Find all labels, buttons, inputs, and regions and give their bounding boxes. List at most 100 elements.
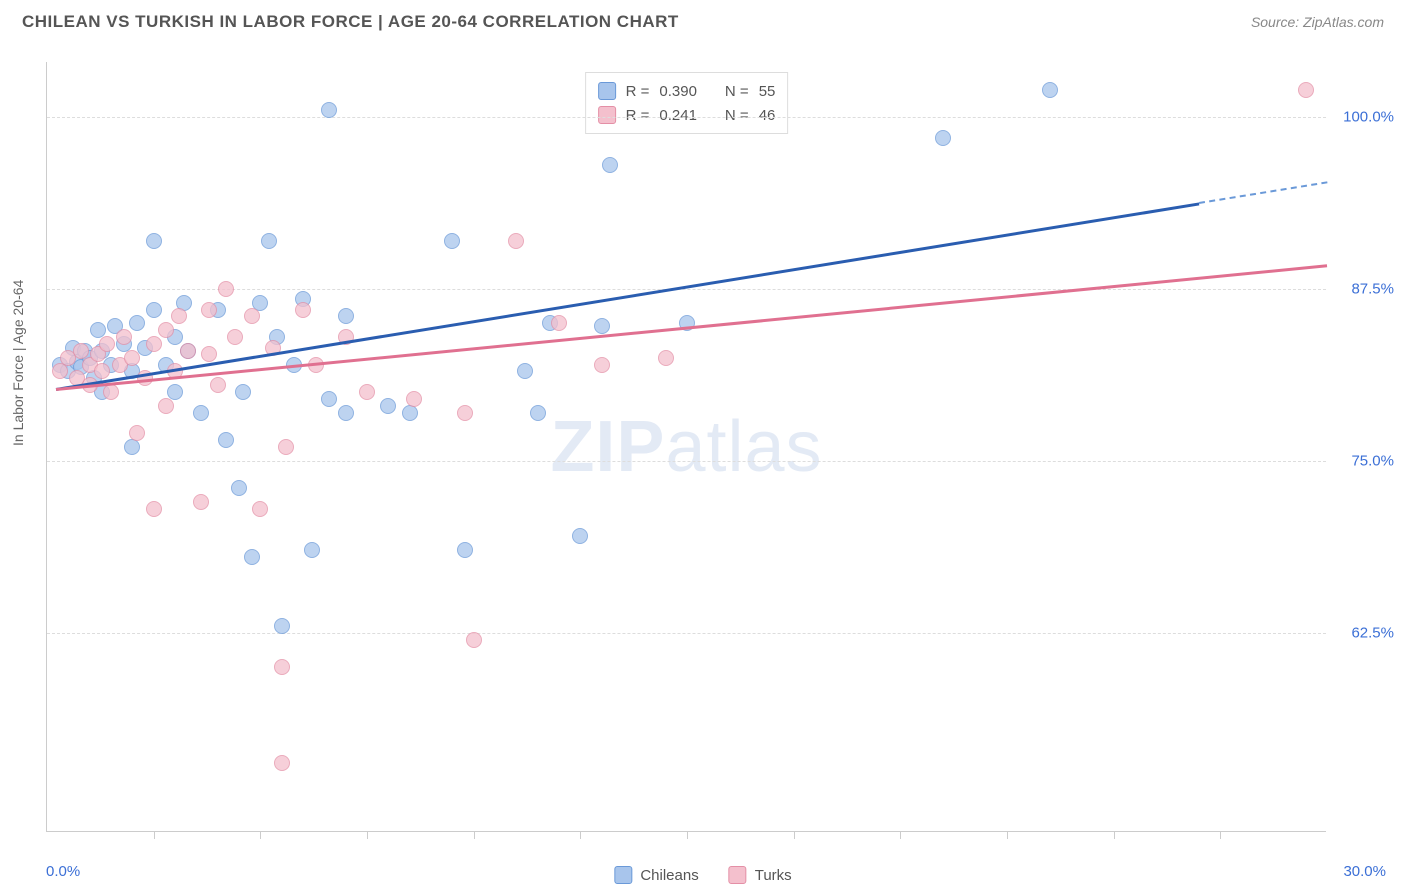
legend-series: Chileans Turks — [614, 866, 791, 884]
scatter-point-turks — [171, 308, 187, 324]
scatter-point-turks — [551, 315, 567, 331]
x-tick — [367, 831, 368, 839]
scatter-point-turks — [227, 329, 243, 345]
scatter-point-chileans — [1042, 82, 1058, 98]
y-tick-label: 100.0% — [1343, 109, 1394, 126]
legend-item-chileans: Chileans — [614, 866, 698, 884]
scatter-point-chileans — [321, 102, 337, 118]
legend-n-label: N = — [725, 83, 749, 100]
scatter-point-chileans — [304, 542, 320, 558]
gridline — [47, 633, 1326, 634]
scatter-point-chileans — [402, 405, 418, 421]
scatter-point-chileans — [457, 542, 473, 558]
y-tick-label: 75.0% — [1351, 452, 1394, 469]
scatter-point-chileans — [146, 233, 162, 249]
y-tick-label: 87.5% — [1351, 280, 1394, 297]
scatter-point-turks — [252, 501, 268, 517]
scatter-point-turks — [278, 439, 294, 455]
scatter-point-chileans — [517, 363, 533, 379]
gridline — [47, 289, 1326, 290]
trendline-turks — [55, 264, 1327, 390]
y-tick-label: 62.5% — [1351, 624, 1394, 641]
legend-r-label: R = — [626, 83, 650, 100]
legend-r-label: R = — [626, 107, 650, 124]
scatter-point-chileans — [274, 618, 290, 634]
scatter-point-chileans — [231, 480, 247, 496]
legend-n-value: 55 — [759, 83, 776, 100]
scatter-point-chileans — [244, 549, 260, 565]
scatter-point-turks — [129, 425, 145, 441]
legend-row-chileans: R = 0.390 N = 55 — [598, 79, 776, 103]
scatter-point-turks — [124, 350, 140, 366]
scatter-point-chileans — [193, 405, 209, 421]
scatter-point-turks — [158, 398, 174, 414]
x-tick-label-max: 30.0% — [1343, 863, 1386, 880]
scatter-point-chileans — [594, 318, 610, 334]
x-tick — [900, 831, 901, 839]
scatter-point-turks — [180, 343, 196, 359]
scatter-point-turks — [201, 346, 217, 362]
legend-n-label: N = — [725, 107, 749, 124]
scatter-point-chileans — [218, 432, 234, 448]
scatter-point-turks — [295, 302, 311, 318]
x-tick — [1220, 831, 1221, 839]
x-tick — [1114, 831, 1115, 839]
scatter-point-turks — [193, 494, 209, 510]
scatter-point-chileans — [444, 233, 460, 249]
scatter-point-turks — [359, 384, 375, 400]
scatter-point-turks — [457, 405, 473, 421]
scatter-point-chileans — [124, 439, 140, 455]
scatter-point-turks — [244, 308, 260, 324]
scatter-point-chileans — [338, 308, 354, 324]
x-tick — [260, 831, 261, 839]
legend-swatch-icon — [729, 866, 747, 884]
y-axis-label: In Labor Force | Age 20-64 — [10, 280, 26, 446]
scatter-point-turks — [1298, 82, 1314, 98]
scatter-point-chileans — [935, 130, 951, 146]
trendline-chileans — [1199, 182, 1327, 205]
legend-n-value: 46 — [759, 107, 776, 124]
x-tick — [1007, 831, 1008, 839]
x-tick — [687, 831, 688, 839]
scatter-point-turks — [218, 281, 234, 297]
scatter-point-chileans — [146, 302, 162, 318]
scatter-point-chileans — [321, 391, 337, 407]
scatter-point-chileans — [261, 233, 277, 249]
chart-title: CHILEAN VS TURKISH IN LABOR FORCE | AGE … — [22, 12, 679, 32]
scatter-point-turks — [210, 377, 226, 393]
gridline — [47, 117, 1326, 118]
legend-item-turks: Turks — [729, 866, 792, 884]
chart-source: Source: ZipAtlas.com — [1251, 14, 1384, 30]
scatter-point-chileans — [338, 405, 354, 421]
scatter-point-chileans — [530, 405, 546, 421]
chart-header: CHILEAN VS TURKISH IN LABOR FORCE | AGE … — [0, 0, 1406, 42]
watermark: ZIPatlas — [550, 406, 822, 488]
scatter-point-turks — [594, 357, 610, 373]
scatter-point-chileans — [572, 528, 588, 544]
x-tick-label-min: 0.0% — [46, 863, 80, 880]
legend-swatch-icon — [614, 866, 632, 884]
legend-swatch-icon — [598, 106, 616, 124]
scatter-point-turks — [146, 501, 162, 517]
scatter-point-turks — [508, 233, 524, 249]
x-tick — [474, 831, 475, 839]
legend-label: Chileans — [640, 867, 698, 884]
scatter-point-chileans — [602, 157, 618, 173]
x-tick — [794, 831, 795, 839]
scatter-point-turks — [99, 336, 115, 352]
scatter-point-turks — [52, 363, 68, 379]
scatter-point-turks — [466, 632, 482, 648]
scatter-point-turks — [201, 302, 217, 318]
legend-row-turks: R = 0.241 N = 46 — [598, 103, 776, 127]
scatter-point-turks — [274, 755, 290, 771]
x-tick — [154, 831, 155, 839]
scatter-point-turks — [94, 363, 110, 379]
scatter-point-turks — [658, 350, 674, 366]
scatter-point-chileans — [129, 315, 145, 331]
scatter-point-turks — [103, 384, 119, 400]
legend-stats: R = 0.390 N = 55 R = 0.241 N = 46 — [585, 72, 789, 134]
legend-label: Turks — [755, 867, 792, 884]
scatter-point-turks — [274, 659, 290, 675]
gridline — [47, 461, 1326, 462]
scatter-point-turks — [116, 329, 132, 345]
